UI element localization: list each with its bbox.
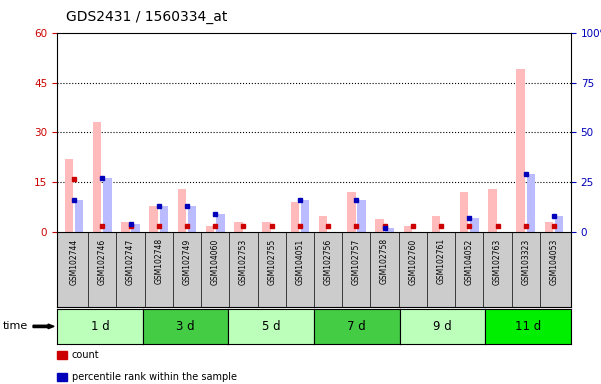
- Bar: [488, 189, 496, 232]
- Bar: [132, 224, 140, 232]
- Bar: [526, 174, 535, 232]
- Text: GSM104051: GSM104051: [296, 238, 304, 285]
- Text: GSM102758: GSM102758: [380, 238, 389, 285]
- Bar: [385, 228, 394, 232]
- Text: 1 d: 1 d: [91, 320, 109, 333]
- Text: GSM102749: GSM102749: [183, 238, 192, 285]
- Text: GSM102753: GSM102753: [239, 238, 248, 285]
- Bar: [65, 159, 73, 232]
- Bar: [75, 200, 84, 232]
- Bar: [234, 222, 243, 232]
- Text: GSM102763: GSM102763: [493, 238, 502, 285]
- Text: GSM102761: GSM102761: [436, 238, 445, 285]
- Bar: [347, 192, 356, 232]
- Bar: [263, 222, 271, 232]
- Bar: [93, 122, 102, 232]
- Text: 7 d: 7 d: [347, 320, 366, 333]
- Bar: [216, 214, 225, 232]
- Text: GSM102757: GSM102757: [352, 238, 361, 285]
- Text: percentile rank within the sample: percentile rank within the sample: [72, 372, 237, 382]
- Bar: [516, 69, 525, 232]
- Text: 5 d: 5 d: [262, 320, 281, 333]
- Bar: [357, 200, 365, 232]
- Bar: [403, 226, 412, 232]
- Text: GSM104053: GSM104053: [549, 238, 558, 285]
- Text: 11 d: 11 d: [515, 320, 542, 333]
- Text: GSM102755: GSM102755: [267, 238, 276, 285]
- Bar: [150, 206, 158, 232]
- Text: GSM102747: GSM102747: [126, 238, 135, 285]
- Text: GSM104060: GSM104060: [211, 238, 220, 285]
- Text: GSM102744: GSM102744: [70, 238, 79, 285]
- Bar: [470, 218, 478, 232]
- Bar: [160, 206, 168, 232]
- Text: GSM102746: GSM102746: [98, 238, 107, 285]
- Bar: [121, 222, 130, 232]
- Text: GSM102748: GSM102748: [154, 238, 163, 285]
- Text: 9 d: 9 d: [433, 320, 452, 333]
- Text: GDS2431 / 1560334_at: GDS2431 / 1560334_at: [66, 10, 228, 23]
- Bar: [375, 219, 384, 232]
- Text: time: time: [3, 321, 28, 331]
- Text: count: count: [72, 350, 99, 360]
- Bar: [188, 206, 197, 232]
- Bar: [460, 192, 468, 232]
- Text: 3 d: 3 d: [176, 320, 195, 333]
- Text: GSM103323: GSM103323: [521, 238, 530, 285]
- Text: GSM102760: GSM102760: [408, 238, 417, 285]
- Bar: [545, 222, 553, 232]
- Bar: [319, 216, 328, 232]
- Text: GSM102756: GSM102756: [324, 238, 332, 285]
- Bar: [555, 216, 563, 232]
- Text: GSM104052: GSM104052: [465, 238, 474, 285]
- Bar: [432, 216, 440, 232]
- Bar: [103, 179, 112, 232]
- Bar: [300, 200, 310, 232]
- Bar: [291, 202, 299, 232]
- Bar: [206, 226, 215, 232]
- Bar: [178, 189, 186, 232]
